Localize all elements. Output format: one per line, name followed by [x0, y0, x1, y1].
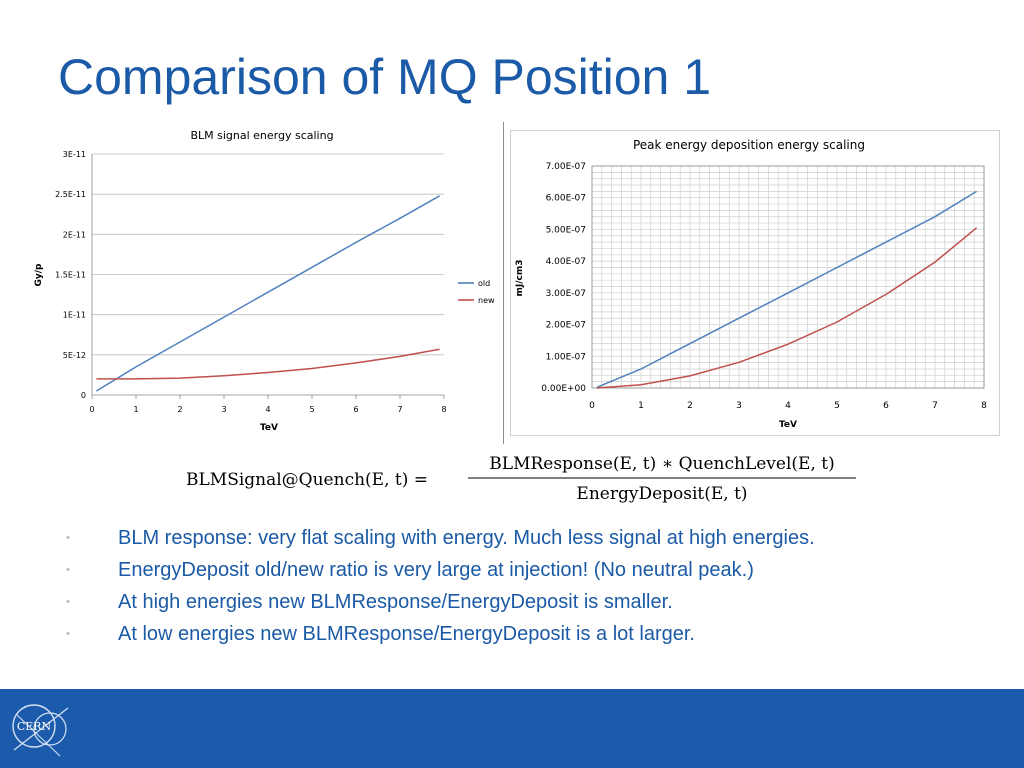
x-tick-label: 6 — [883, 401, 889, 411]
legend-label: old — [478, 279, 490, 288]
y-tick-label: 5.00E-07 — [546, 225, 586, 235]
formula-denominator: EnergyDeposit(E, t) — [576, 484, 747, 504]
y-tick-label: 3.00E-07 — [546, 289, 586, 299]
y-tick-label: 1.5E-11 — [55, 271, 86, 280]
y-tick-label: 4.00E-07 — [546, 257, 586, 267]
bullet-marker: • — [66, 532, 70, 544]
legend-label: new — [478, 296, 495, 305]
series-line-series-2 — [596, 227, 978, 389]
bullet-marker: • — [66, 564, 70, 576]
x-tick-label: 2 — [177, 405, 182, 414]
bullet-item: • At high energies new BLMResponse/Energy… — [62, 586, 815, 618]
x-tick-label: 8 — [441, 405, 446, 414]
y-tick-label: 0 — [81, 391, 86, 400]
series-line-series-1 — [596, 190, 977, 389]
chart-legend: old new — [458, 279, 495, 305]
series-line-new — [96, 348, 440, 380]
bullet-text: At low energies new BLMResponse/EnergyDe… — [118, 623, 695, 645]
y-tick-label: 2.00E-07 — [546, 321, 586, 331]
formula-numerator: BLMResponse(E, t) ∗ QuenchLevel(E, t) — [489, 454, 834, 474]
x-tick-label: 7 — [397, 405, 402, 414]
x-tick-label: 2 — [687, 401, 693, 411]
x-tick-label: 1 — [133, 405, 138, 414]
bullet-item: • At low energies new BLMResponse/EnergyD… — [62, 618, 815, 650]
x-tick-label: 0 — [89, 405, 94, 414]
logo-ring — [12, 704, 56, 748]
logo-ring — [33, 712, 67, 746]
chart-divider — [503, 122, 504, 444]
formula: BLMSignal@Quench(E, t) = BLMResponse(E, … — [0, 448, 1024, 508]
x-tick-label: 4 — [785, 401, 791, 411]
formula-lhs: BLMSignal@Quench(E, t) = — [186, 470, 428, 490]
series-line-old — [96, 195, 440, 392]
y-tick-label: 1E-11 — [63, 311, 86, 320]
y-tick-label: 3E-11 — [63, 150, 86, 159]
bullet-marker: • — [66, 628, 70, 640]
y-tick-label: 1.00E-07 — [546, 352, 586, 362]
x-tick-label: 6 — [353, 405, 358, 414]
logo-line — [13, 707, 69, 751]
y-axis-label: mJ/cm3 — [515, 260, 525, 297]
bullet-text: At high energies new BLMResponse/EnergyD… — [118, 591, 673, 613]
chart-title: BLM signal energy scaling — [190, 129, 333, 142]
blm-signal-chart: 0 5E-12 1E-11 1.5E-11 2E-11 2.5E-11 3E-11 0 1 2 3 4… — [22, 122, 500, 440]
x-tick-label: 3 — [221, 405, 226, 414]
chart-title: Peak energy deposition energy scaling — [633, 138, 865, 152]
bullet-text: EnergyDeposit old/new ratio is very larg… — [118, 559, 754, 581]
x-tick-label: 1 — [638, 401, 644, 411]
x-axis-label: TeV — [779, 420, 797, 430]
cern-logo: CERN — [10, 696, 76, 765]
peak-energy-deposition-chart: 0.00E+00 1.00E-07 2.00E-07 3.00E-07 4.00E-07… — [510, 130, 1000, 436]
bullet-list: • BLM response: very flat scaling with en… — [62, 522, 815, 650]
y-tick-label: 5E-12 — [63, 351, 86, 360]
slide-title: Comparison of MQ Position 1 — [58, 49, 712, 105]
bullet-item: • EnergyDeposit old/new ratio is very lar… — [62, 554, 815, 586]
x-tick-label: 0 — [589, 401, 595, 411]
x-tick-label: 5 — [834, 401, 840, 411]
bullet-marker: • — [66, 596, 70, 608]
y-tick-label: 7.00E-07 — [546, 162, 586, 172]
x-tick-label: 8 — [981, 401, 987, 411]
x-tick-label: 5 — [309, 405, 314, 414]
bullet-item: • BLM response: very flat scaling with en… — [62, 522, 815, 554]
y-tick-label: 6.00E-07 — [546, 194, 586, 204]
plot-border — [591, 165, 985, 389]
x-tick-label: 4 — [265, 405, 270, 414]
bullet-text: BLM response: very flat scaling with ene… — [118, 527, 815, 549]
y-tick-label: 2E-11 — [63, 230, 86, 239]
y-tick-label: 0.00E+00 — [541, 384, 586, 394]
x-axis-label: TeV — [260, 423, 278, 433]
logo-text: CERN — [17, 720, 52, 733]
y-tick-label: 2.5E-11 — [55, 190, 86, 199]
logo-line — [15, 713, 61, 757]
y-axis-label: Gy/p — [34, 263, 44, 287]
footer-bar — [0, 689, 1024, 768]
x-tick-label: 7 — [932, 401, 938, 411]
x-tick-label: 3 — [736, 401, 742, 411]
